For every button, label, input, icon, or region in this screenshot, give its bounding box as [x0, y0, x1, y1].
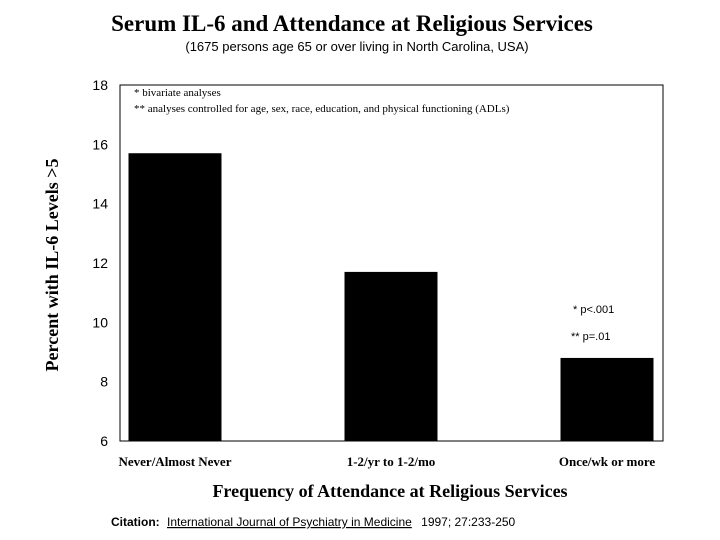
y-tick-labels: 6 8 10 12 14 16 18 [92, 77, 108, 449]
x-tick-label: Once/wk or more [559, 454, 656, 469]
x-tick-label: Never/Almost Never [119, 454, 232, 469]
y-tick-label: 12 [92, 255, 108, 271]
footnote-bivariate: * bivariate analyses [134, 87, 221, 99]
y-axis-label: Percent with IL-6 Levels >5 [42, 159, 62, 372]
y-tick-label: 14 [92, 196, 108, 212]
bar-3 [560, 357, 654, 441]
citation-label: Citation: [111, 515, 160, 529]
bar-2 [344, 271, 438, 441]
x-tick-labels: Never/Almost Never 1-2/yr to 1-2/mo Once/w… [119, 454, 656, 469]
x-axis-label: Frequency of Attendance at Religious Ser… [212, 481, 567, 501]
chart-title: Serum IL-6 and Attendance at Religious S… [111, 11, 593, 36]
y-tick-label: 6 [100, 433, 108, 449]
chart-subtitle: (1675 persons age 65 or over living in N… [185, 39, 528, 54]
significance-note-2: ** p=.01 [571, 331, 610, 343]
y-tick-label: 10 [92, 314, 108, 330]
bar-1 [128, 153, 222, 441]
bars [128, 153, 654, 441]
footnote-controlled: ** analyses controlled for age, sex, rac… [134, 103, 510, 115]
y-tick-label: 18 [92, 77, 108, 93]
y-tick-label: 16 [92, 136, 108, 152]
x-tick-label: 1-2/yr to 1-2/mo [347, 454, 436, 469]
citation-details: 1997; 27:233-250 [421, 515, 515, 529]
significance-note-1: * p<.001 [573, 304, 614, 316]
y-tick-label: 8 [100, 374, 108, 390]
citation-journal[interactable]: International Journal of Psychiatry in M… [167, 515, 412, 529]
citation: Citation: International Journal of Psych… [111, 515, 516, 529]
